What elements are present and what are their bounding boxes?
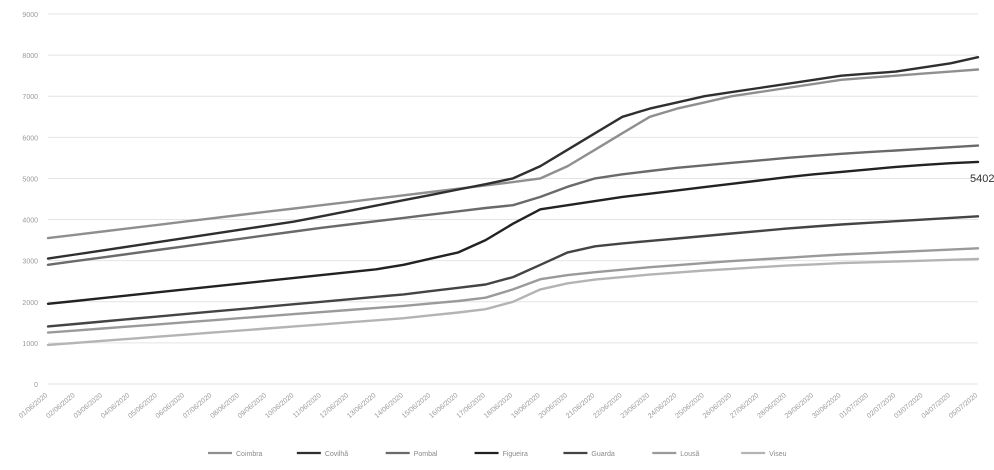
- x-tick-label: 30/06/2020: [811, 392, 842, 420]
- y-tick-label: 8000: [22, 53, 38, 60]
- x-tick-label: 01/06/2020: [18, 392, 49, 420]
- x-tick-label: 13/06/2020: [346, 392, 377, 420]
- legend-label: Coimbra: [236, 451, 263, 458]
- y-tick-label: 0: [34, 382, 38, 389]
- x-tick-label: 26/06/2020: [702, 392, 733, 420]
- x-tick-label: 20/06/2020: [538, 392, 569, 420]
- y-tick-label: 6000: [22, 135, 38, 142]
- x-tick-label: 25/06/2020: [674, 392, 705, 420]
- x-tick-label: 24/06/2020: [647, 392, 678, 420]
- x-tick-label: 06/06/2020: [155, 392, 186, 420]
- x-tick-label: 09/06/2020: [237, 392, 268, 420]
- x-tick-label: 19/06/2020: [510, 392, 541, 420]
- legend-label: Guarda: [591, 451, 614, 458]
- x-tick-label: 05/07/2020: [948, 392, 979, 420]
- x-tick-label: 17/06/2020: [456, 392, 487, 420]
- x-tick-label: 28/06/2020: [756, 392, 787, 420]
- series-line: [46, 68, 980, 240]
- x-tick-label: 22/06/2020: [592, 392, 623, 420]
- legend-label: Covilhã: [325, 451, 348, 458]
- legend-label: Lousã: [680, 451, 699, 458]
- x-tick-label: 14/06/2020: [374, 392, 405, 420]
- x-tick-label: 02/07/2020: [866, 392, 897, 420]
- x-tick-label: 04/06/2020: [100, 392, 131, 420]
- series-line: [46, 215, 980, 328]
- x-tick-label: 02/06/2020: [45, 392, 76, 420]
- series-line: [46, 160, 980, 305]
- legend-label: Viseu: [769, 451, 786, 458]
- x-tick-label: 01/07/2020: [839, 392, 870, 420]
- x-tick-label: 16/06/2020: [428, 392, 459, 420]
- series-line: [46, 247, 980, 334]
- y-tick-label: 9000: [22, 12, 38, 19]
- series-line: [46, 257, 980, 347]
- legend-label: Pombal: [414, 451, 438, 458]
- x-tick-label: 15/06/2020: [401, 392, 432, 420]
- x-tick-label: 29/06/2020: [784, 392, 815, 420]
- data-label: 5402: [970, 173, 994, 185]
- x-tick-label: 23/06/2020: [620, 392, 651, 420]
- x-tick-label: 18/06/2020: [483, 392, 514, 420]
- x-tick-label: 04/07/2020: [921, 392, 952, 420]
- x-tick-label: 08/06/2020: [209, 392, 240, 420]
- y-tick-label: 2000: [22, 300, 38, 307]
- x-tick-label: 07/06/2020: [182, 392, 213, 420]
- x-tick-label: 12/06/2020: [319, 392, 350, 420]
- x-tick-label: 21/06/2020: [565, 392, 596, 420]
- y-tick-label: 3000: [22, 259, 38, 266]
- x-tick-label: 05/06/2020: [127, 392, 158, 420]
- legend-label: Figueira: [503, 451, 528, 458]
- x-tick-label: 27/06/2020: [729, 392, 760, 420]
- x-tick-label: 03/07/2020: [893, 392, 924, 420]
- x-tick-label: 10/06/2020: [264, 392, 295, 420]
- y-tick-label: 1000: [22, 341, 38, 348]
- x-tick-label: 03/06/2020: [73, 392, 104, 420]
- series-line: [46, 56, 980, 260]
- y-tick-label: 4000: [22, 218, 38, 225]
- y-tick-label: 7000: [22, 94, 38, 101]
- y-tick-label: 5000: [22, 176, 38, 183]
- x-tick-label: 11/06/2020: [292, 392, 323, 420]
- series-line: [46, 144, 980, 266]
